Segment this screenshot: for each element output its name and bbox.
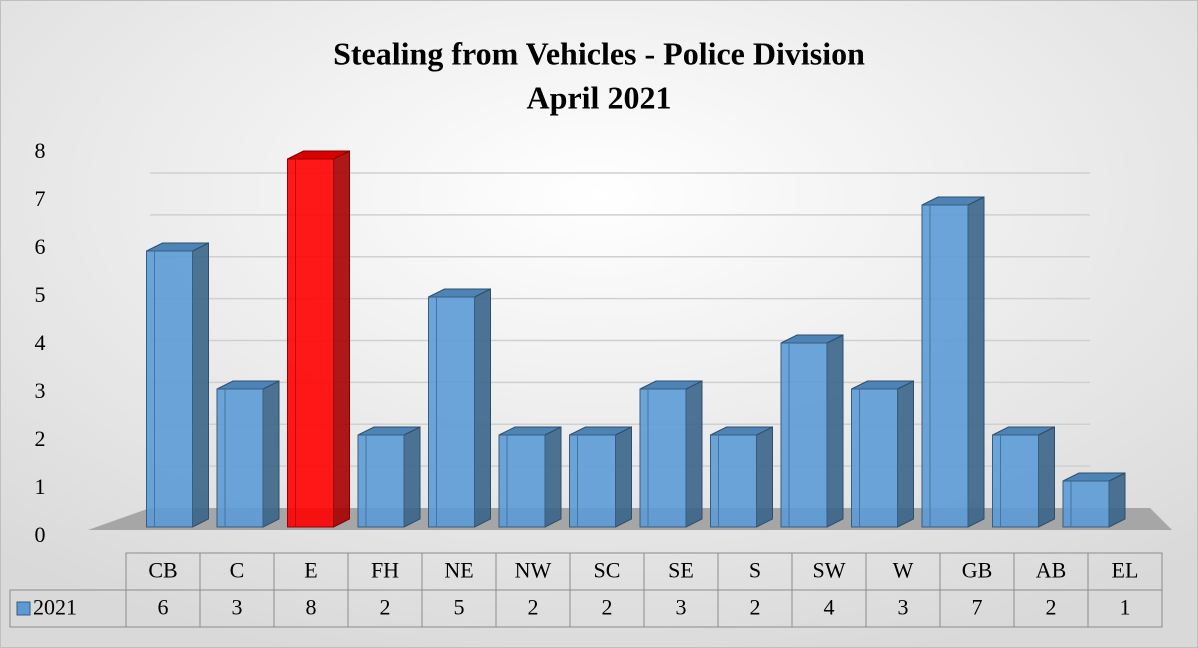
x-tick-label: SW bbox=[813, 558, 846, 583]
bar-side bbox=[262, 380, 280, 528]
data-table-value: 2 bbox=[528, 595, 539, 620]
chart-title: Stealing from Vehicles - Police Division bbox=[333, 35, 865, 71]
legend-label: 2021 bbox=[33, 595, 77, 620]
bar bbox=[1062, 480, 1110, 528]
data-table-value: 2 bbox=[1046, 595, 1057, 620]
x-tick-label: E bbox=[304, 558, 317, 583]
data-table-value: 2 bbox=[602, 595, 613, 620]
bar bbox=[287, 158, 334, 528]
y-tick-label: 3 bbox=[35, 378, 46, 403]
data-table-value: 8 bbox=[306, 595, 317, 620]
bar bbox=[992, 434, 1039, 528]
bar bbox=[216, 388, 264, 528]
bar-side bbox=[967, 196, 985, 528]
x-tick-label: S bbox=[749, 558, 761, 583]
bar-side bbox=[1038, 426, 1055, 528]
bar-side bbox=[897, 380, 914, 528]
bar-side bbox=[474, 288, 491, 528]
data-table-value: 3 bbox=[898, 595, 909, 620]
y-tick-label: 2 bbox=[35, 426, 46, 451]
y-tick-label: 7 bbox=[35, 186, 46, 211]
data-table-value: 5 bbox=[454, 595, 465, 620]
data-table-value: 2 bbox=[380, 595, 391, 620]
legend-key bbox=[16, 601, 31, 616]
bar-side bbox=[1108, 472, 1126, 528]
x-tick-label: EL bbox=[1112, 558, 1139, 583]
bar bbox=[921, 204, 969, 528]
bar-side bbox=[756, 426, 773, 528]
x-tick-label: FH bbox=[371, 558, 399, 583]
data-table-value: 7 bbox=[972, 595, 983, 620]
bar-side bbox=[403, 426, 421, 528]
bar-side bbox=[826, 334, 844, 528]
y-tick-label: 8 bbox=[35, 138, 46, 163]
data-table-value: 3 bbox=[676, 595, 687, 620]
x-tick-label: SE bbox=[668, 558, 694, 583]
chart-subtitle: April 2021 bbox=[527, 79, 672, 115]
bar bbox=[428, 296, 475, 528]
bar-side bbox=[544, 426, 562, 528]
bar bbox=[498, 434, 546, 528]
data-table-value: 6 bbox=[158, 595, 169, 620]
x-tick-label: NE bbox=[444, 558, 473, 583]
x-tick-label: CB bbox=[148, 558, 177, 583]
bar bbox=[780, 342, 828, 528]
x-tick-label: AB bbox=[1036, 558, 1067, 583]
y-tick-label: 4 bbox=[35, 330, 46, 355]
bar bbox=[710, 434, 757, 528]
data-table-value: 3 bbox=[232, 595, 243, 620]
table-border bbox=[9, 589, 1163, 628]
x-tick-label: NW bbox=[515, 558, 552, 583]
bar-side bbox=[685, 380, 703, 528]
bar bbox=[569, 434, 616, 528]
bar bbox=[851, 388, 898, 528]
y-tick-label: 0 bbox=[35, 522, 46, 547]
data-table-value: 2 bbox=[750, 595, 761, 620]
x-tick-label: W bbox=[893, 558, 914, 583]
data-table-value: 4 bbox=[824, 595, 835, 620]
bar-side bbox=[333, 150, 350, 528]
y-tick-label: 1 bbox=[35, 474, 46, 499]
y-tick-label: 5 bbox=[35, 282, 46, 307]
bar bbox=[639, 388, 687, 528]
bar-side bbox=[615, 426, 632, 528]
bar-side bbox=[192, 242, 209, 528]
bar bbox=[146, 250, 193, 528]
y-tick-label: 6 bbox=[35, 234, 46, 259]
x-tick-label: GB bbox=[962, 558, 993, 583]
data-table-value: 1 bbox=[1120, 595, 1131, 620]
bar bbox=[357, 434, 405, 528]
x-tick-label: SC bbox=[594, 558, 621, 583]
x-tick-label: C bbox=[230, 558, 245, 583]
